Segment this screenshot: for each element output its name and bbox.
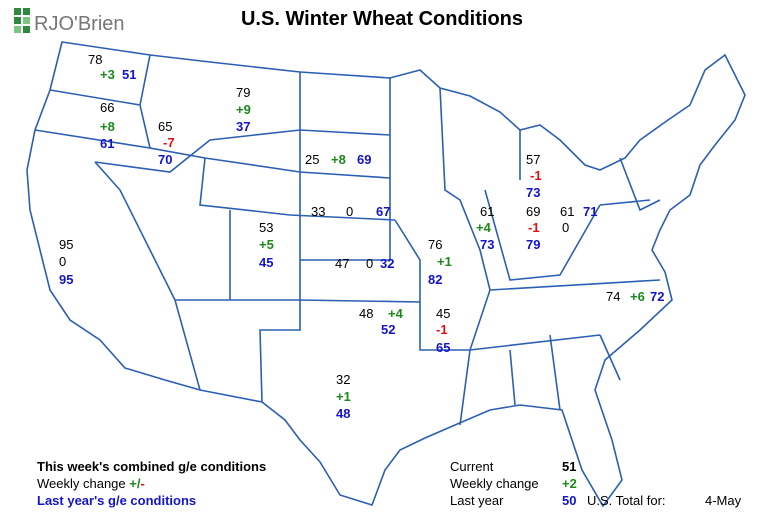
- weekly-change: +4: [476, 220, 492, 235]
- last-year-value: 61: [100, 136, 114, 151]
- last-year-value: 48: [336, 406, 350, 421]
- weekly-change: 0: [562, 220, 569, 235]
- current-value: 53: [259, 220, 273, 235]
- current-value: 79: [236, 85, 250, 100]
- current-value: 33: [311, 204, 325, 219]
- last-year-value: 32: [380, 256, 394, 271]
- last-year-value: 73: [480, 237, 494, 252]
- summary-value: +2: [562, 476, 577, 491]
- weekly-change: +8: [331, 152, 346, 167]
- legend-change-text: Weekly change: [37, 476, 126, 491]
- title: U.S. Winter Wheat Conditions: [241, 8, 523, 30]
- logo-text: RJO'Brien: [34, 13, 125, 35]
- current-value: 76: [428, 237, 442, 252]
- last-year-value: 70: [158, 152, 172, 167]
- weekly-change: +3: [100, 67, 115, 82]
- weekly-change: +8: [100, 119, 115, 134]
- last-year-value: 52: [381, 322, 395, 337]
- last-year-value: 72: [650, 289, 664, 304]
- total-label: U.S. Total for:: [587, 493, 666, 508]
- legend-current: This week's combined g/e conditions: [37, 459, 266, 474]
- logo: RJO'Brien: [14, 8, 125, 35]
- current-value: 57: [526, 152, 540, 167]
- current-value: 66: [100, 100, 114, 115]
- last-year-value: 79: [526, 237, 540, 252]
- summary-value: 50: [562, 493, 576, 508]
- last-year-value: 95: [59, 272, 73, 287]
- current-value: 65: [158, 119, 172, 134]
- weekly-change: +9: [236, 102, 251, 117]
- current-value: 45: [436, 306, 450, 321]
- summary-label: Weekly change: [450, 476, 539, 491]
- date: 4-May: [705, 493, 742, 508]
- current-value: 48: [359, 306, 373, 321]
- weekly-change: +5: [259, 237, 274, 252]
- weekly-change: 0: [59, 254, 66, 269]
- weekly-change: 0: [366, 256, 373, 271]
- legend-plus: +/: [129, 476, 141, 491]
- last-year-value: 69: [357, 152, 371, 167]
- last-year-value: 82: [428, 272, 442, 287]
- last-year-value: 65: [436, 340, 450, 355]
- legend-last-year: Last year's g/e conditions: [37, 493, 196, 508]
- last-year-value: 51: [122, 67, 136, 82]
- weekly-change: -1: [436, 322, 448, 337]
- weekly-change: 0: [346, 204, 353, 219]
- current-value: 61: [480, 204, 494, 219]
- last-year-value: 71: [583, 204, 597, 219]
- last-year-value: 73: [526, 185, 540, 200]
- weekly-change: +1: [437, 254, 452, 269]
- legend-minus: -: [141, 476, 145, 491]
- summary-label: Last year: [450, 493, 504, 508]
- last-year-value: 37: [236, 119, 250, 134]
- current-value: 47: [335, 256, 349, 271]
- summary-label: Current: [450, 459, 494, 474]
- current-value: 74: [606, 289, 620, 304]
- weekly-change: -1: [528, 220, 540, 235]
- weekly-change: +1: [336, 389, 351, 404]
- current-value: 69: [526, 204, 540, 219]
- weekly-change: +6: [630, 289, 645, 304]
- weekly-change: +4: [388, 306, 404, 321]
- weekly-change: -7: [163, 135, 175, 150]
- weekly-change: -1: [530, 168, 542, 183]
- summary-value: 51: [562, 459, 576, 474]
- current-value: 25: [305, 152, 319, 167]
- current-value: 95: [59, 237, 73, 252]
- current-value: 78: [88, 52, 102, 67]
- last-year-value: 67: [376, 204, 390, 219]
- last-year-value: 45: [259, 255, 273, 270]
- legend-change: Weekly change +/-: [37, 476, 145, 491]
- current-value: 32: [336, 372, 350, 387]
- current-value: 61: [560, 204, 574, 219]
- us-map: [26, 41, 746, 508]
